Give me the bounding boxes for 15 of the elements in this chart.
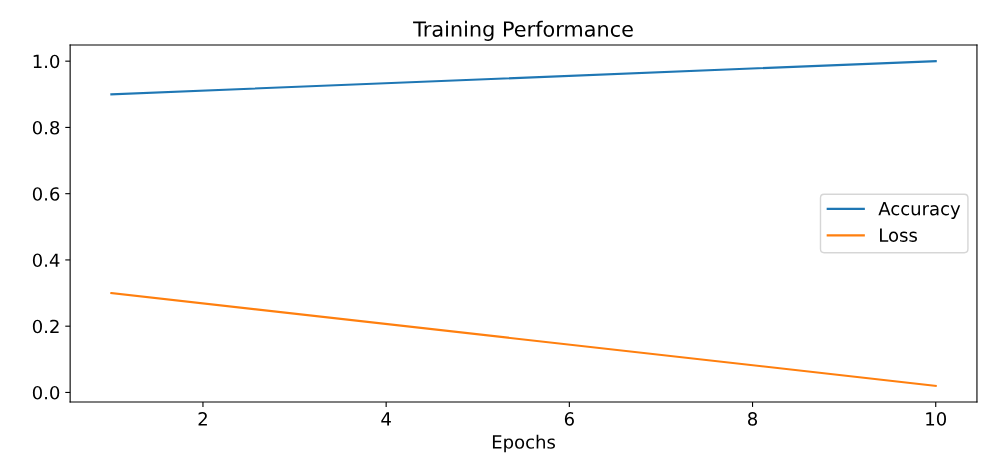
x-tick-label: 10 [926, 412, 947, 426]
x-tick-label: 4 [381, 412, 391, 426]
legend-label: Accuracy [878, 202, 961, 219]
y-tick-label: 0.8 [32, 120, 60, 135]
x-tick-label: 2 [198, 412, 207, 426]
chart-title: Training Performance [413, 20, 633, 41]
y-tick-label: 0.4 [32, 253, 60, 268]
x-axis-title: Epochs [492, 434, 556, 453]
y-tick-label: 0.2 [32, 319, 59, 334]
y-tick-label: 0.0 [32, 385, 60, 400]
legend-label: Loss [880, 228, 917, 242]
x-tick-label: 8 [748, 412, 758, 426]
x-tick-label: 6 [564, 412, 574, 426]
y-tick-label: 1.0 [33, 54, 60, 69]
y-tick-label: 0.6 [32, 187, 60, 201]
